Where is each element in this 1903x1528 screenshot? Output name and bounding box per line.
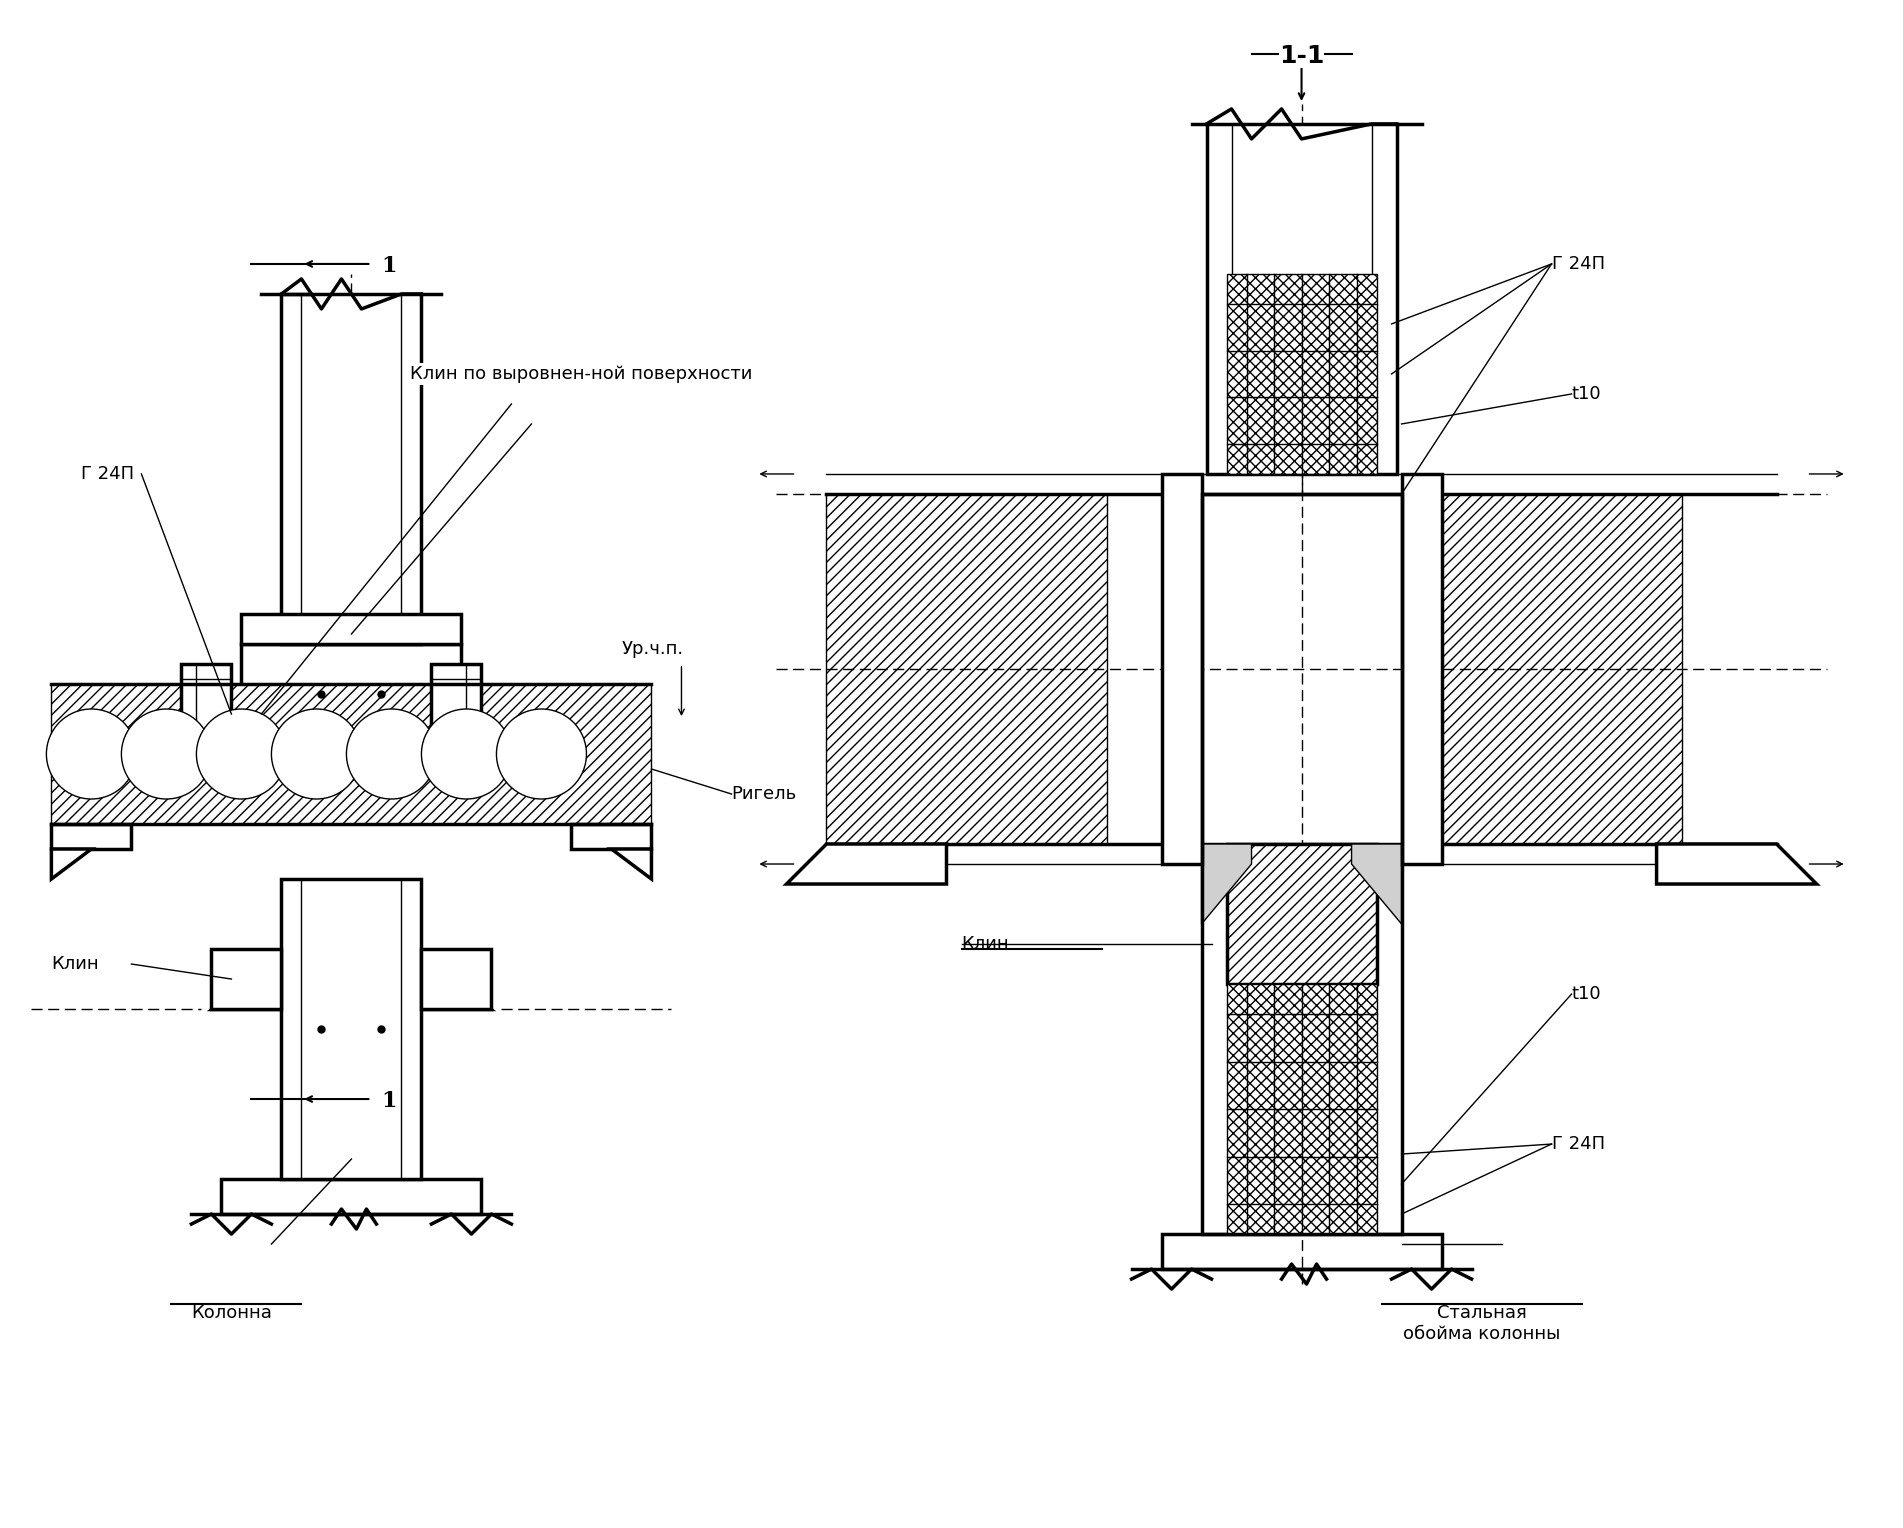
Text: Ур.ч.п.: Ур.ч.п. <box>622 640 683 659</box>
Bar <box>571 824 651 850</box>
Text: Ригель: Ригель <box>731 785 797 804</box>
Bar <box>1161 1235 1442 1270</box>
Bar <box>282 293 421 643</box>
Polygon shape <box>786 843 946 885</box>
Bar <box>421 949 491 1008</box>
Text: Стальная
обойма колонны: Стальная обойма колонны <box>1403 1303 1560 1343</box>
Circle shape <box>497 709 586 799</box>
Circle shape <box>272 709 362 799</box>
Bar <box>282 879 421 1180</box>
Bar <box>826 494 1106 843</box>
Bar <box>211 949 282 1008</box>
Text: 1: 1 <box>381 1089 398 1112</box>
Bar <box>1161 474 1201 863</box>
Bar <box>1227 984 1376 1235</box>
Bar <box>1401 494 1682 843</box>
Polygon shape <box>1201 843 1252 924</box>
Polygon shape <box>611 850 651 879</box>
Text: Г 24П: Г 24П <box>1551 1135 1604 1154</box>
Text: Клин по выровнен-ной поверхности: Клин по выровнен-ной поверхности <box>411 365 754 384</box>
Bar <box>1227 274 1376 474</box>
Bar <box>242 643 461 744</box>
Bar <box>181 665 232 764</box>
Circle shape <box>122 709 211 799</box>
Bar <box>51 685 651 824</box>
Bar <box>432 665 481 764</box>
Text: Г 24П: Г 24П <box>82 465 135 483</box>
Text: t10: t10 <box>1572 986 1600 1002</box>
Polygon shape <box>421 949 491 1008</box>
Polygon shape <box>1351 843 1401 924</box>
Bar <box>1201 494 1401 1235</box>
Polygon shape <box>51 850 91 879</box>
Polygon shape <box>211 949 282 1008</box>
Bar <box>1227 843 1376 984</box>
Circle shape <box>46 709 137 799</box>
Bar <box>51 824 131 850</box>
Bar <box>1207 124 1397 474</box>
Bar <box>242 614 461 643</box>
Text: t10: t10 <box>1572 385 1600 403</box>
Text: Клин: Клин <box>961 935 1009 953</box>
Polygon shape <box>1658 843 1817 885</box>
Circle shape <box>421 709 512 799</box>
Bar <box>221 1180 481 1215</box>
Text: 1-1: 1-1 <box>1279 44 1324 67</box>
Text: Колонна: Колонна <box>190 1303 272 1322</box>
Text: Клин: Клин <box>51 955 99 973</box>
Circle shape <box>346 709 436 799</box>
Text: Г 24П: Г 24П <box>1551 255 1604 274</box>
Circle shape <box>196 709 287 799</box>
Bar <box>1401 474 1442 863</box>
Text: 1: 1 <box>381 255 398 277</box>
